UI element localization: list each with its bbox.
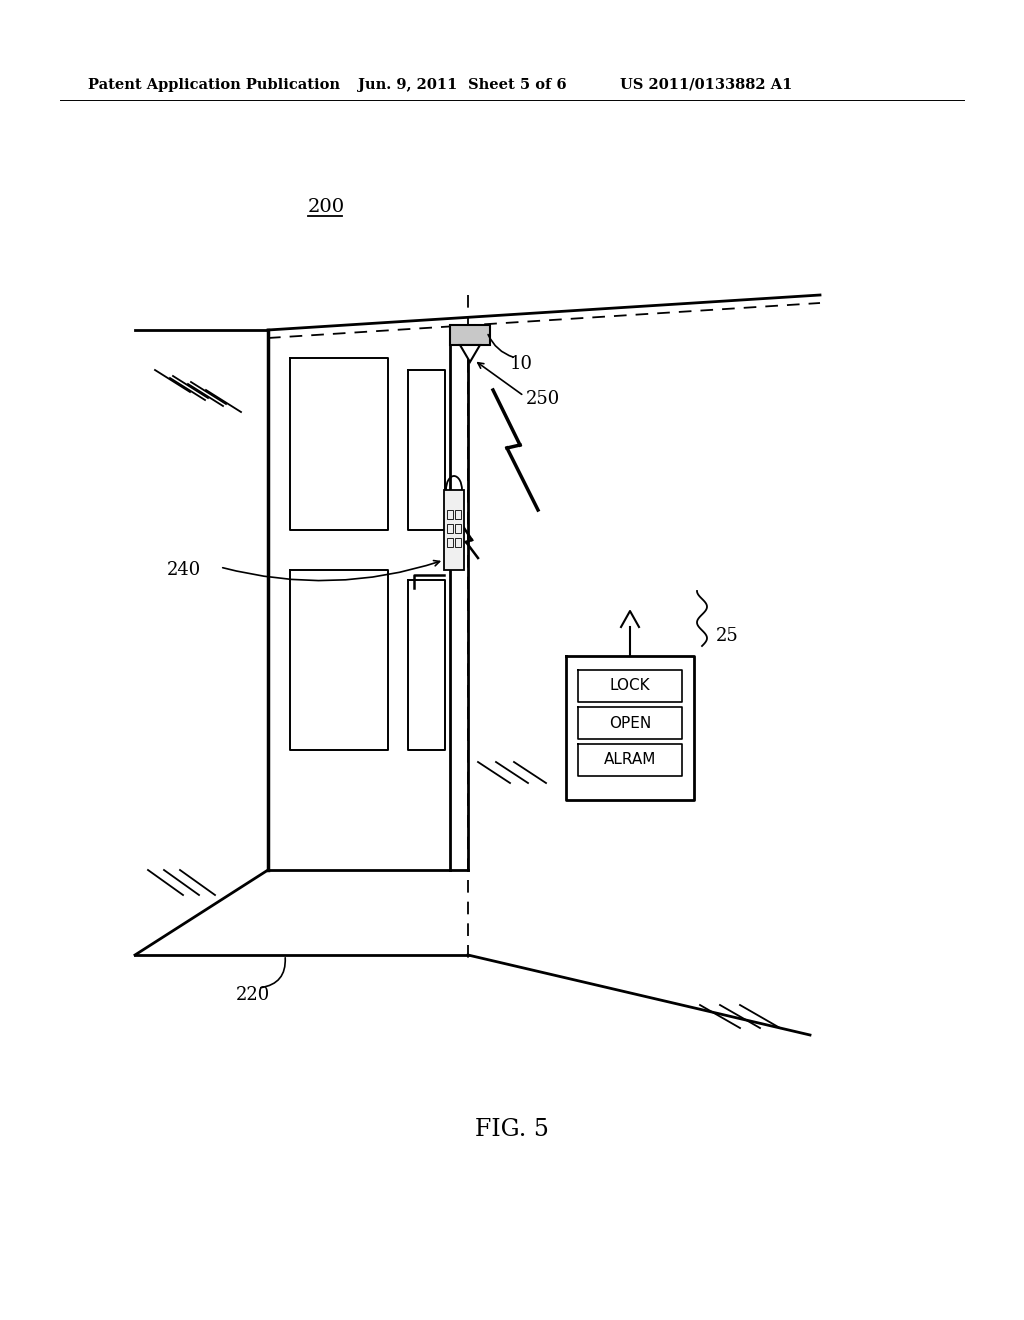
Text: 200: 200 <box>308 198 345 216</box>
Text: US 2011/0133882 A1: US 2011/0133882 A1 <box>620 78 793 92</box>
Bar <box>455 539 461 546</box>
Text: ALRAM: ALRAM <box>604 752 656 767</box>
Text: 25: 25 <box>716 627 738 645</box>
Text: 250: 250 <box>526 389 560 408</box>
Bar <box>447 510 453 519</box>
Bar <box>447 539 453 546</box>
Bar <box>455 524 461 533</box>
Text: OPEN: OPEN <box>609 715 651 730</box>
Text: 220: 220 <box>236 986 270 1005</box>
Bar <box>444 490 464 570</box>
Text: FIG. 5: FIG. 5 <box>475 1118 549 1140</box>
Text: 10: 10 <box>510 355 534 374</box>
Text: Sheet 5 of 6: Sheet 5 of 6 <box>468 78 566 92</box>
Text: 240: 240 <box>167 561 202 579</box>
Polygon shape <box>460 345 480 362</box>
Text: LOCK: LOCK <box>609 678 650 693</box>
Text: Patent Application Publication: Patent Application Publication <box>88 78 340 92</box>
Polygon shape <box>450 325 490 345</box>
Bar <box>447 524 453 533</box>
Text: Jun. 9, 2011: Jun. 9, 2011 <box>358 78 458 92</box>
Bar <box>455 510 461 519</box>
